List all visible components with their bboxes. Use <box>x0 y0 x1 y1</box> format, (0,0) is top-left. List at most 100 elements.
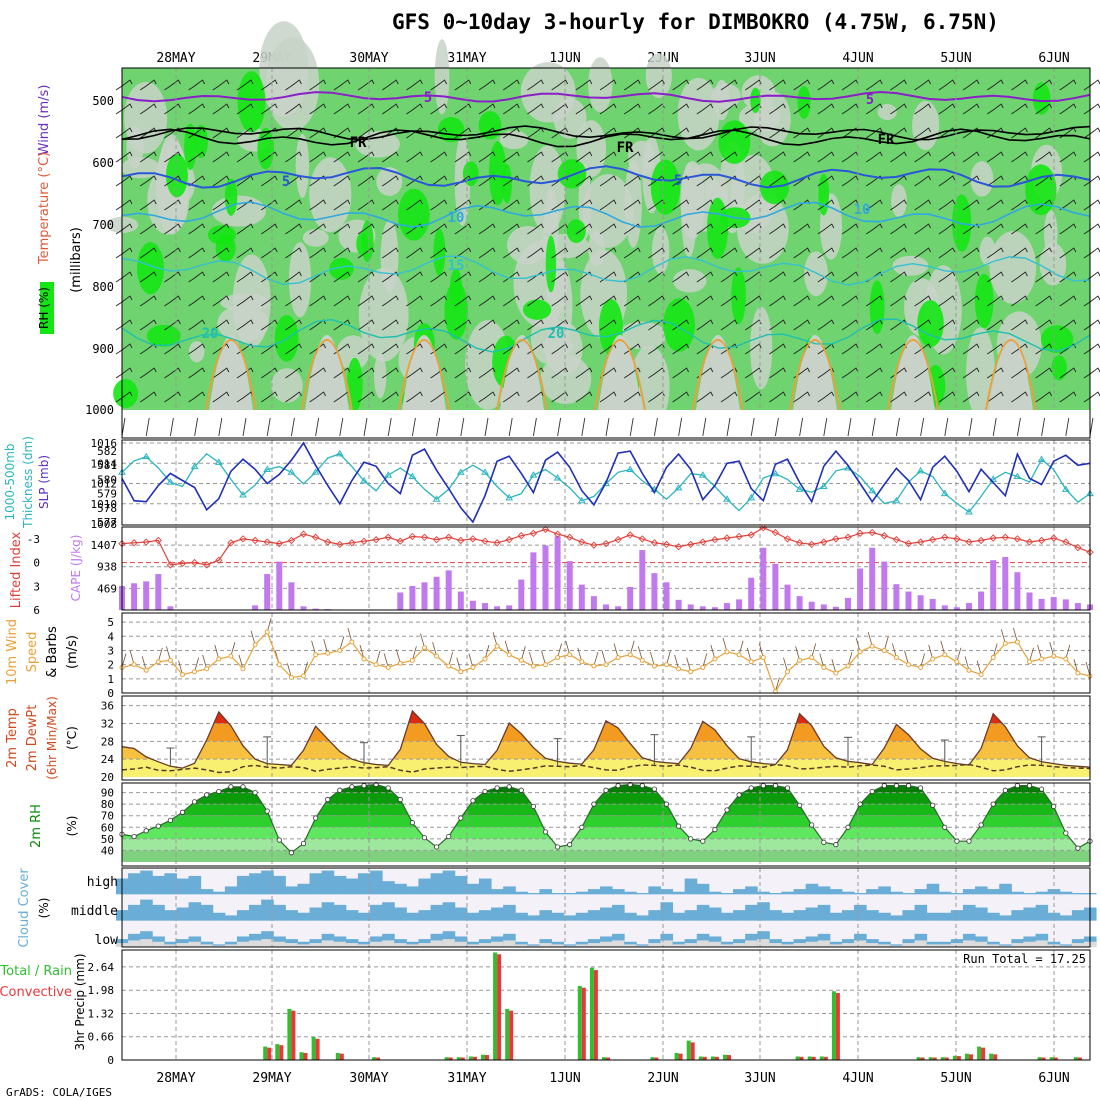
wind-barb <box>333 271 351 283</box>
wind-barb <box>1083 175 1100 187</box>
wind-barb <box>527 391 544 403</box>
wind-barb <box>260 223 278 235</box>
wind-barb <box>793 223 811 235</box>
wind-barb <box>309 367 327 379</box>
cloud-cell-high <box>696 883 710 895</box>
wind-tick: 2 <box>107 659 114 672</box>
wind-barb <box>309 295 327 307</box>
cape-frame <box>121 526 1091 611</box>
cloud-cell-low-gray <box>200 944 214 947</box>
cloud-cell-low-gray <box>841 943 855 947</box>
lifted-marker <box>1013 535 1022 543</box>
slp-tick: 1008 <box>91 518 118 531</box>
wind-barb <box>962 103 980 115</box>
wind-barb <box>266 417 271 437</box>
wind-barb <box>648 295 665 307</box>
cloud-cell-middle <box>962 904 976 921</box>
wind-barb <box>285 247 302 259</box>
lifted-marker <box>142 538 150 546</box>
wind-barb <box>115 103 133 115</box>
wind-barb <box>381 199 399 211</box>
cloud-cell-middle <box>345 910 359 921</box>
precip-convective-bar <box>606 1057 610 1060</box>
cloud-cell-high <box>515 891 528 895</box>
contour-label: 5 <box>424 90 432 106</box>
pressure-tick: 1000 <box>85 403 114 417</box>
wind-barb <box>914 343 932 355</box>
rh-marker <box>446 833 452 840</box>
cloud-cell-high <box>430 873 444 895</box>
wind-barb <box>629 417 634 437</box>
lifted-marker <box>977 536 985 545</box>
cloud-cell-high <box>236 875 250 895</box>
wind-barb <box>1083 343 1100 355</box>
rh-dry-patch <box>672 269 707 293</box>
wind-speed-marker <box>143 667 149 673</box>
wind-barb <box>551 223 569 235</box>
wind-barb <box>430 79 448 91</box>
wind-barb <box>357 103 375 115</box>
date-label-top: 5JUN <box>940 51 971 66</box>
wind-barb <box>115 79 133 91</box>
wind-barb <box>1035 391 1053 403</box>
rh-swatch <box>40 282 54 334</box>
wind-barb <box>285 151 302 163</box>
wind-barb <box>623 391 641 403</box>
wind-barb <box>720 367 738 379</box>
cloud-cell-high <box>890 891 903 895</box>
cape-bar <box>760 547 767 610</box>
wind-speed-marker <box>664 662 669 668</box>
temp-tick: 36 <box>101 700 114 713</box>
wind-barb <box>920 417 925 437</box>
wind-barb <box>406 319 423 331</box>
rh-marker <box>917 785 924 791</box>
cloud-layer-label: high <box>87 875 118 890</box>
cape-bar <box>736 599 743 610</box>
thickness-marker <box>553 474 562 481</box>
precip-total-bar <box>698 1056 703 1060</box>
lifted-marker <box>178 559 187 567</box>
rh-label: RH (%) <box>37 287 51 329</box>
lifted-marker <box>481 537 489 545</box>
contour-label: FR <box>350 135 367 151</box>
rh-marker <box>857 801 863 807</box>
wind-barb <box>339 417 344 437</box>
rh-moist-patch <box>113 379 139 408</box>
cape-bar <box>131 583 138 610</box>
cape-bar <box>469 600 476 610</box>
wind-barb <box>817 175 835 187</box>
contour-line <box>121 201 1091 228</box>
wind-barb <box>502 223 520 235</box>
wind-barb <box>1011 151 1028 163</box>
rh-dry-patch <box>989 231 1037 304</box>
contour-label: 20 <box>202 326 219 342</box>
cloud-cell-low-gray <box>297 944 311 947</box>
wind-barb <box>333 199 351 211</box>
cape-bar <box>615 606 622 610</box>
pressure-axis-label: (millibars) <box>69 227 84 293</box>
wind-barb <box>890 271 907 283</box>
cloud-cell-high <box>394 883 407 895</box>
rh-moist-patch <box>731 267 746 325</box>
cloud-cell-middle <box>309 907 323 921</box>
thickness-tick: 582 <box>97 445 117 458</box>
lifted-marker <box>904 539 913 548</box>
wind-barb <box>817 295 835 307</box>
wind-barb <box>696 103 714 115</box>
pressure-tick: 600 <box>92 156 114 170</box>
wind-speed-marker <box>688 669 694 675</box>
wind-barb <box>430 295 448 307</box>
cloud-cell-low-gray <box>684 943 698 947</box>
lifted-marker <box>916 538 925 546</box>
wind-barb <box>847 417 852 437</box>
lifted-marker <box>517 532 525 540</box>
rh-dry-patch <box>804 251 828 297</box>
cape-bar <box>603 604 609 610</box>
contour-label: FR <box>617 140 634 156</box>
thickness-marker <box>287 468 296 475</box>
rh-dry-patch <box>302 229 329 247</box>
wind-speed-marker <box>700 664 706 670</box>
wind-barb <box>502 151 520 163</box>
wind-barb <box>648 199 665 211</box>
temp-contour-warm <box>301 339 353 411</box>
